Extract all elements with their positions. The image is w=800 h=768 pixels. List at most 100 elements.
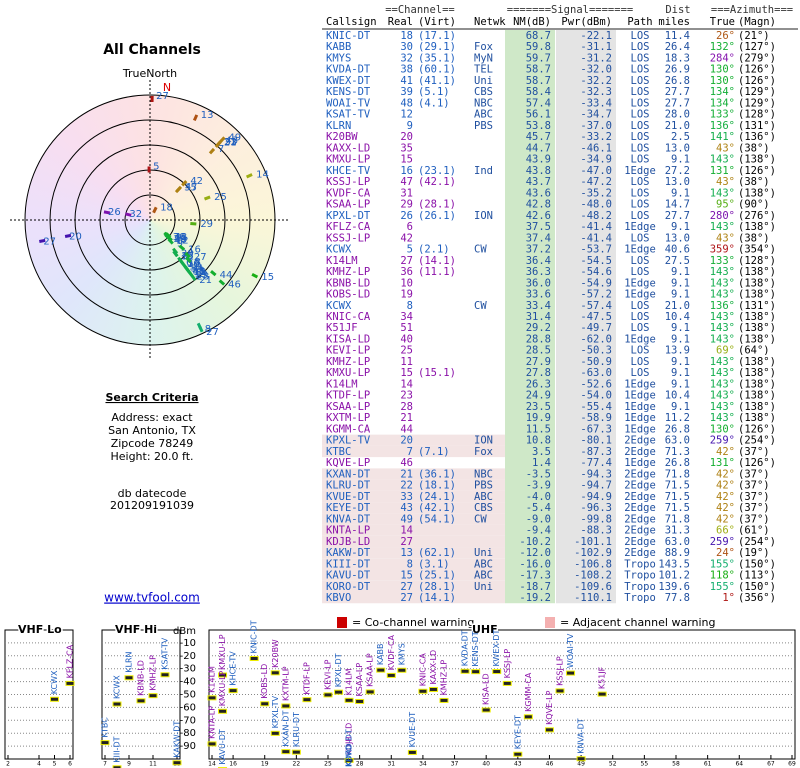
cell: 31: [400, 187, 413, 199]
cell: KWEX-DT: [326, 75, 371, 87]
cell: -33.2: [580, 131, 612, 143]
cell: -32.2: [580, 75, 612, 87]
group-header: ==Channel==: [385, 4, 455, 16]
cell: LOS: [631, 64, 650, 76]
criteria: San Antonio, TX: [108, 424, 196, 437]
cell: (138°): [738, 412, 776, 424]
cell: 155°: [710, 581, 735, 593]
cell: KMXU-LP: [326, 367, 370, 379]
cell: LOS: [631, 131, 650, 143]
x-tick-label: 6: [68, 761, 72, 768]
cell: LOS: [631, 30, 650, 42]
station-bar: [439, 697, 449, 703]
y-tick-label: -90: [180, 741, 196, 752]
cell: 259°: [710, 536, 735, 548]
cell: 143°: [710, 356, 735, 368]
station-label: K14LM: [208, 666, 217, 693]
x-tick-label: 55: [641, 761, 649, 768]
bearing: [198, 325, 204, 333]
cell: -47.5: [580, 311, 612, 323]
cell: 26.4: [665, 41, 690, 53]
true-north: TrueNorth: [122, 67, 177, 80]
cell: LOS: [631, 356, 650, 368]
cell: 32: [400, 52, 413, 64]
cell: (129°): [738, 97, 776, 109]
cell: 143°: [710, 187, 735, 199]
cell: (138°): [738, 187, 776, 199]
plot-label: 43: [225, 136, 238, 147]
station-bar: [323, 692, 333, 698]
plot-label: 18: [160, 202, 173, 213]
plot-label: 39: [173, 234, 186, 245]
cell: (113°): [738, 570, 776, 582]
x-tick-label: 7: [103, 761, 107, 768]
cell: 1°: [722, 592, 735, 604]
station-bar: [376, 667, 386, 673]
cell: LOS: [631, 187, 650, 199]
cell: -67.3: [580, 423, 612, 435]
bearing: [167, 238, 174, 245]
station-label: KCWX: [113, 675, 122, 699]
cell: 24.9: [526, 390, 551, 402]
y-tick-label: -20: [180, 651, 196, 662]
cell: 118°: [710, 570, 735, 582]
station-label: KSSJ-LP: [556, 656, 565, 686]
cell: -88.3: [580, 525, 612, 537]
cell: (126°): [738, 75, 776, 87]
cell: 53.8: [526, 120, 551, 132]
cell: KEVI-LP: [326, 345, 370, 357]
cell: (61°): [738, 525, 770, 537]
plot-label: 8: [194, 257, 200, 268]
cell: -48.0: [580, 199, 612, 211]
station-label: KEVI-LP: [324, 659, 333, 689]
cell: 35: [400, 142, 413, 154]
plot-label: 16: [188, 245, 201, 256]
cell: 27.7: [665, 210, 690, 222]
bearing: [218, 279, 226, 286]
plot-label: 15: [261, 272, 274, 283]
cell: 58.7: [526, 64, 551, 76]
cell: 1Edge: [624, 333, 656, 345]
cell: 71.5: [665, 480, 690, 492]
cell: 43.7: [526, 176, 551, 188]
cell: WOAI-TV: [326, 97, 371, 109]
cell: LOS: [631, 109, 650, 121]
x-tick-label: 9: [127, 761, 131, 768]
cell: -62.0: [580, 333, 612, 345]
bearing: [210, 270, 217, 277]
cell: LOS: [631, 120, 650, 132]
plot-label: 21: [199, 275, 212, 286]
cell: 9.1: [671, 322, 690, 334]
cell: 3.5: [532, 446, 551, 458]
cell: (54.1): [418, 513, 456, 525]
station-bar: [207, 741, 217, 747]
cell: 19: [400, 289, 413, 301]
cell: 71.8: [665, 513, 690, 525]
cell: -37.0: [580, 120, 612, 132]
cell: 28.0: [665, 109, 690, 121]
cell: 42°: [716, 502, 735, 514]
cell: 58.7: [526, 75, 551, 87]
north: N: [163, 81, 171, 94]
cell: 48: [400, 97, 413, 109]
y-tick-label: -40: [180, 677, 196, 688]
station-bar: [302, 697, 312, 703]
cell: Uni: [474, 75, 493, 87]
cell: 9.1: [671, 187, 690, 199]
cell: 284°: [710, 52, 735, 64]
station-bar: [207, 695, 217, 701]
cell: -9.0: [526, 513, 551, 525]
cell: KAXX-LD: [326, 142, 370, 154]
cell: KMXU-LP: [326, 154, 370, 166]
cell: (138°): [738, 277, 776, 289]
cell: 16: [400, 165, 413, 177]
cell: 136°: [710, 300, 735, 312]
cell: 15: [400, 570, 413, 582]
plot-label: 35: [184, 183, 197, 194]
link[interactable]: www.tvfool.com: [104, 591, 200, 605]
cell: (18.1): [418, 480, 456, 492]
station-label: KMYS: [397, 643, 406, 665]
cell: 26°: [716, 30, 735, 42]
cell: (37°): [738, 480, 770, 492]
station-bar: [281, 703, 291, 709]
